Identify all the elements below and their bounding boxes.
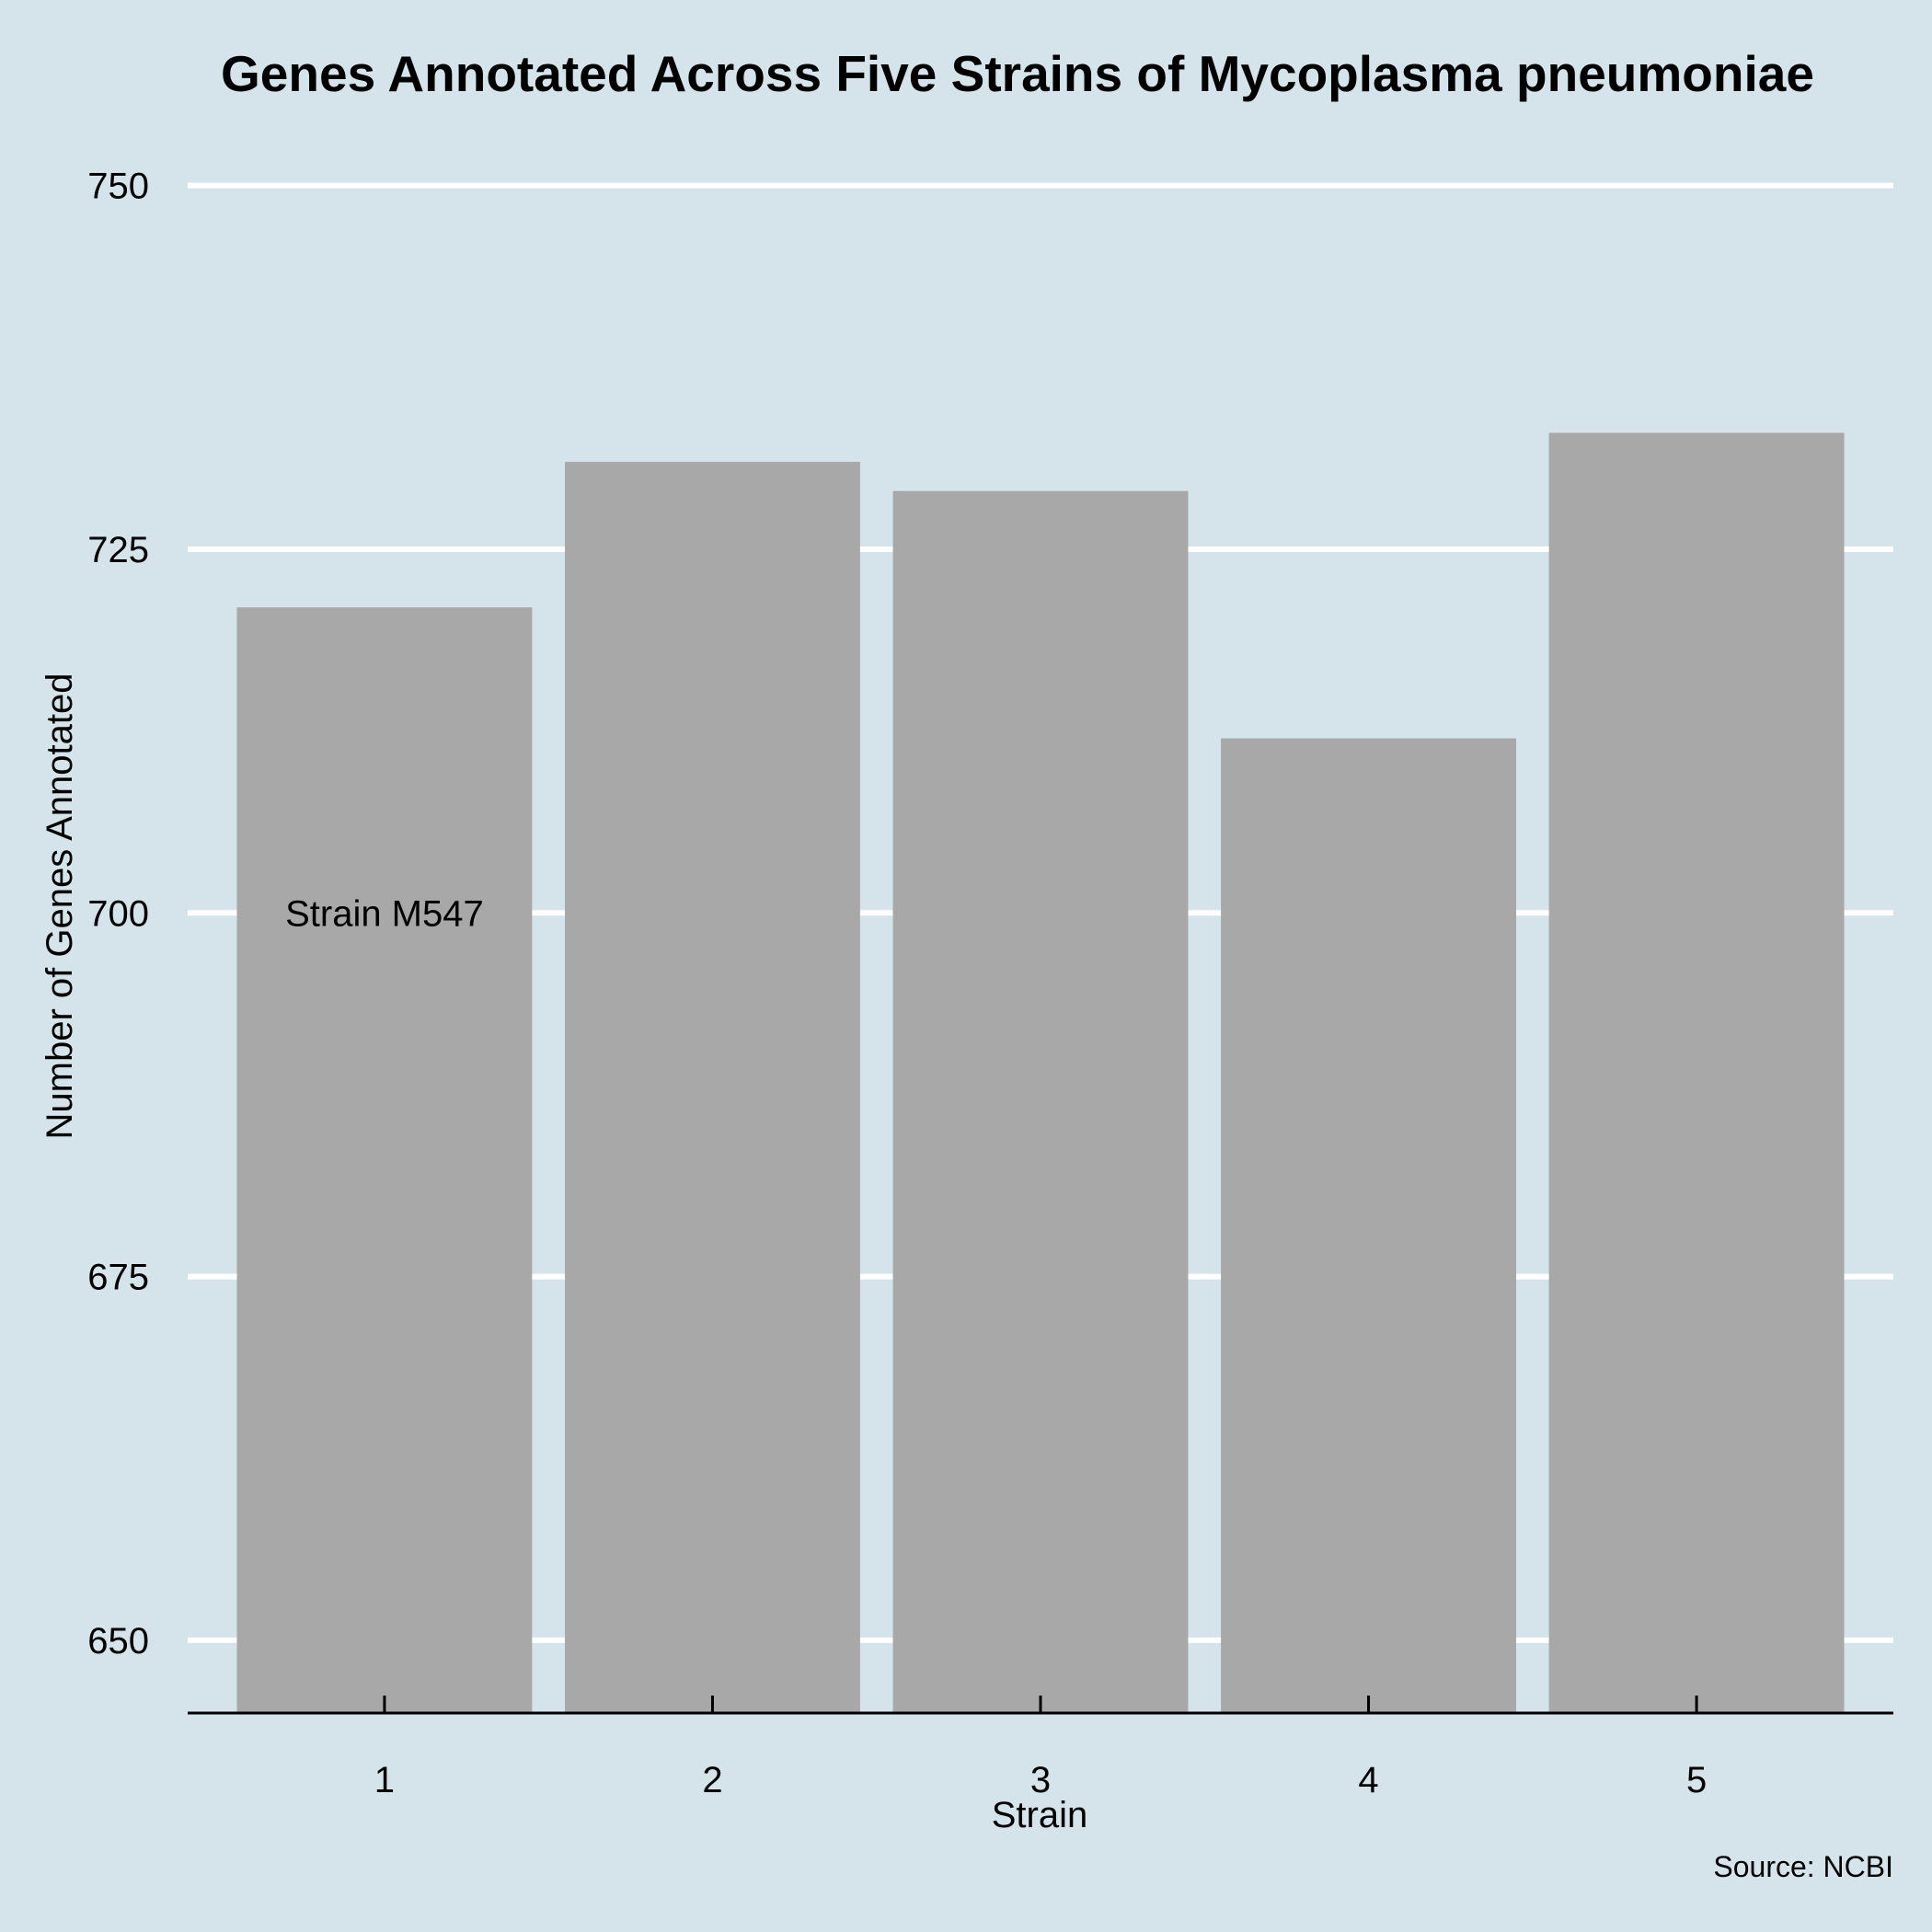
x-tick-label-5: 5 xyxy=(1686,1760,1707,1800)
annotation-label: Strain M547 xyxy=(285,893,484,934)
x-tick-label-4: 4 xyxy=(1358,1760,1378,1800)
x-tick-label-3: 3 xyxy=(1030,1760,1051,1800)
y-axis-title: Number of Genes Annotated xyxy=(40,673,80,1140)
y-tick-label-650: 650 xyxy=(87,1621,149,1662)
y-tick-label-725: 725 xyxy=(87,530,149,570)
x-axis-ticks: 1 2 3 4 5 xyxy=(374,1696,1707,1800)
bar-strain-3 xyxy=(892,490,1189,1713)
y-tick-label-750: 750 xyxy=(87,167,149,207)
x-axis-title: Strain xyxy=(992,1795,1088,1835)
bar-strain-5 xyxy=(1548,432,1845,1713)
bar-strain-1 xyxy=(236,607,533,1714)
annotation-layer: Strain M547 xyxy=(285,893,484,934)
chart-title: Genes Annotated Across Five Strains of M… xyxy=(221,45,1814,102)
y-axis-ticks: 650 675 700 725 750 xyxy=(87,167,149,1662)
y-tick-label-700: 700 xyxy=(87,893,149,934)
x-tick-label-1: 1 xyxy=(374,1760,395,1800)
bar-strain-2 xyxy=(565,462,860,1714)
y-tick-label-675: 675 xyxy=(87,1258,149,1298)
bar-strain-4 xyxy=(1221,738,1516,1713)
bar-layer xyxy=(236,432,1845,1714)
source-caption: Source: NCBI xyxy=(1713,1850,1893,1883)
x-tick-label-2: 2 xyxy=(702,1760,722,1800)
